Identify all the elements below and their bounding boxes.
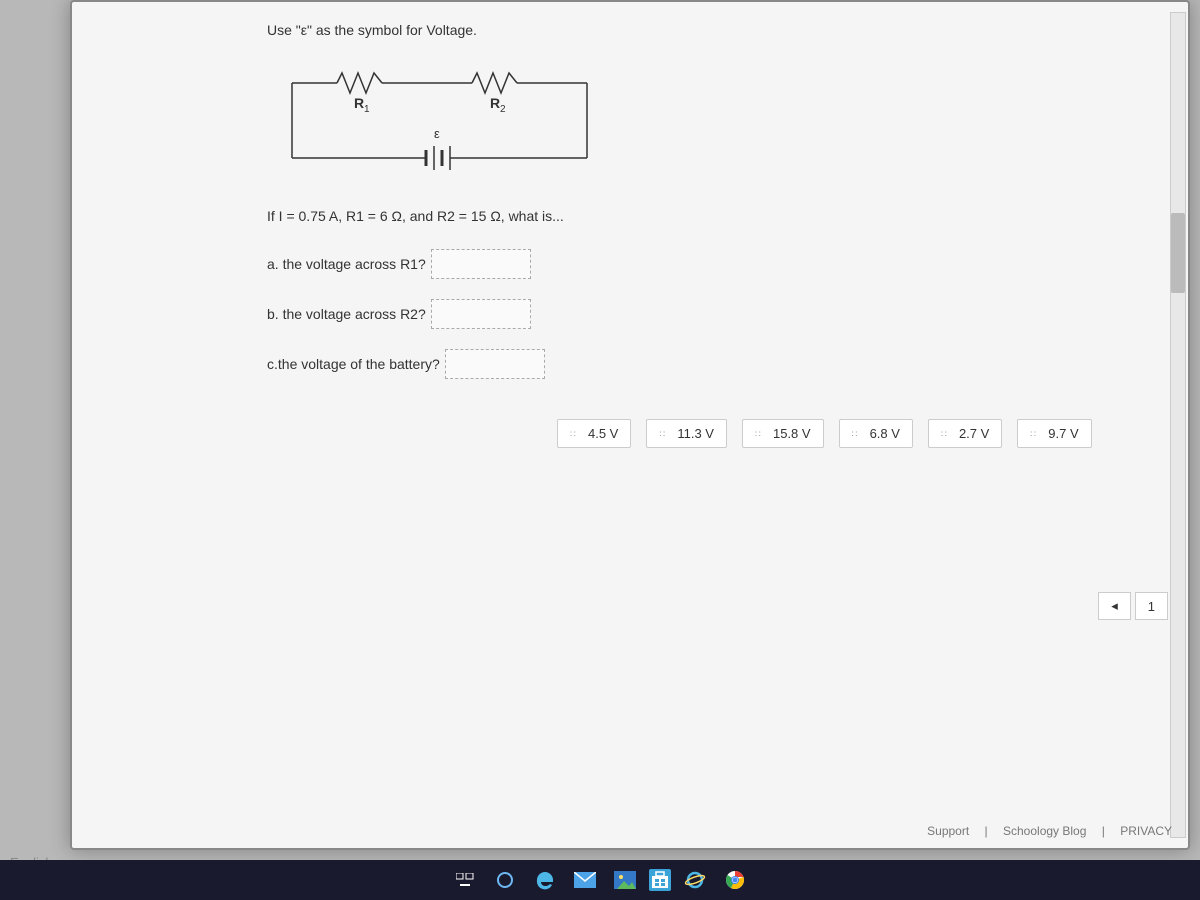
page-number[interactable]: 1: [1135, 592, 1168, 620]
support-link[interactable]: Support: [927, 824, 969, 838]
sub-a-label: a. the voltage across R1?: [267, 256, 426, 272]
answer-tile[interactable]: ∷ 2.7 V: [928, 419, 1002, 448]
ie-icon[interactable]: [679, 864, 711, 896]
sub-question-b: b. the voltage across R2?: [267, 299, 1168, 329]
sub-question-a: a. the voltage across R1?: [267, 249, 1168, 279]
scrollbar-thumb[interactable]: [1171, 213, 1185, 293]
answer-tile[interactable]: ∷ 9.7 V: [1017, 419, 1091, 448]
task-view-icon[interactable]: [449, 864, 481, 896]
question-prompt: If I = 0.75 A, R1 = 6 Ω, and R2 = 15 Ω, …: [267, 208, 1168, 224]
blog-link[interactable]: Schoology Blog: [1003, 824, 1086, 838]
circuit-diagram: R 1 R 2 ε: [282, 58, 612, 178]
privacy-link[interactable]: PRIVACY: [1120, 824, 1172, 838]
drag-handle-icon: ∷: [941, 432, 951, 436]
drag-handle-icon: ∷: [852, 432, 862, 436]
answer-value: 9.7 V: [1048, 426, 1078, 441]
separator: |: [1102, 824, 1105, 838]
scrollbar[interactable]: [1170, 12, 1186, 838]
store-icon[interactable]: [649, 869, 671, 891]
answer-value: 2.7 V: [959, 426, 989, 441]
answer-tile[interactable]: ∷ 4.5 V: [557, 419, 631, 448]
r1-label: R: [354, 95, 364, 111]
answer-tile[interactable]: ∷ 15.8 V: [742, 419, 824, 448]
answer-tile[interactable]: ∷ 11.3 V: [646, 419, 727, 448]
r2-label: R: [490, 95, 500, 111]
instruction-text: Use "ε" as the symbol for Voltage.: [267, 22, 1168, 38]
mail-icon[interactable]: [569, 864, 601, 896]
footer-links: Support | Schoology Blog | PRIVACY: [921, 824, 1178, 838]
answer-value: 6.8 V: [870, 426, 900, 441]
circuit-svg: R 1 R 2 ε: [282, 58, 612, 178]
answer-value: 4.5 V: [588, 426, 618, 441]
drag-handle-icon: ∷: [1030, 432, 1040, 436]
edge-icon[interactable]: [529, 864, 561, 896]
sub-question-c: c.the voltage of the battery?: [267, 349, 1168, 379]
answer-tiles-row: ∷ 4.5 V ∷ 11.3 V ∷ 15.8 V ∷ 6.8 V ∷ 2.7 …: [557, 419, 1168, 448]
answer-value: 11.3 V: [677, 426, 714, 441]
answer-tile[interactable]: ∷ 6.8 V: [839, 419, 913, 448]
drag-handle-icon: ∷: [570, 432, 580, 436]
sub-c-label: c.the voltage of the battery?: [267, 356, 440, 372]
drop-zone-a[interactable]: [431, 249, 531, 279]
photos-icon[interactable]: [609, 864, 641, 896]
answer-value: 15.8 V: [773, 426, 811, 441]
cortana-icon[interactable]: [489, 864, 521, 896]
prev-page-button[interactable]: ◂: [1098, 592, 1131, 620]
emf-label: ε: [434, 126, 440, 141]
drop-zone-c[interactable]: [445, 349, 545, 379]
browser-window: Use "ε" as the symbol for Voltage.: [70, 0, 1190, 850]
question-content: Use "ε" as the symbol for Voltage.: [267, 22, 1168, 448]
chrome-icon[interactable]: [719, 864, 751, 896]
drag-handle-icon: ∷: [659, 432, 669, 436]
drop-zone-b[interactable]: [431, 299, 531, 329]
drag-handle-icon: ∷: [755, 432, 765, 436]
separator: |: [985, 824, 988, 838]
svg-text:1: 1: [364, 104, 370, 115]
page-navigation: ◂ 1: [1098, 592, 1168, 620]
svg-text:2: 2: [500, 104, 506, 115]
taskbar: [0, 860, 1200, 900]
sub-b-label: b. the voltage across R2?: [267, 306, 426, 322]
